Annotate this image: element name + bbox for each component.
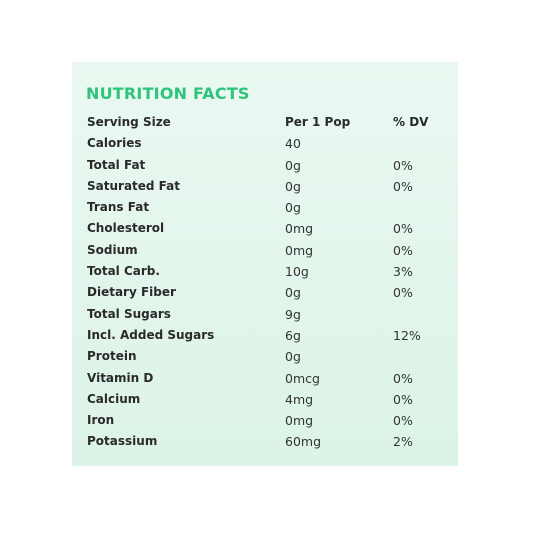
nutrient-daily-value: 12% xyxy=(393,327,421,343)
nutrition-row-cholesterol: Cholesterol 0mg 0% xyxy=(87,218,447,239)
nutrition-row-calories: Calories 40 xyxy=(87,133,447,154)
nutrient-amount: 4mg xyxy=(285,391,314,407)
nutrition-facts-title: NUTRITION FACTS xyxy=(86,84,250,103)
nutrient-label: Iron xyxy=(87,413,115,428)
nutrition-row-saturated-fat: Saturated Fat 0g 0% xyxy=(87,176,447,197)
nutrient-daily-value: 0% xyxy=(393,178,413,194)
nutrient-amount: 9g xyxy=(285,306,301,322)
nutrient-daily-value: 0% xyxy=(393,157,413,173)
nutrition-row-total-carb: Total Carb. 10g 3% xyxy=(87,261,447,282)
nutrient-label: Potassium xyxy=(87,434,158,449)
nutrient-label: Saturated Fat xyxy=(87,178,181,193)
nutrient-daily-value: 3% xyxy=(393,264,413,280)
nutrient-amount: 0mg xyxy=(285,242,314,258)
nutrition-row-sodium: Sodium 0mg 0% xyxy=(87,240,447,261)
nutrient-daily-value: 0% xyxy=(393,242,413,258)
nutrient-amount: 0mcg xyxy=(285,370,320,386)
nutrient-amount: 40 xyxy=(285,136,301,152)
nutrient-label: Sodium xyxy=(87,242,138,257)
nutrition-row-added-sugars: Incl. Added Sugars 6g 12% xyxy=(87,325,447,346)
nutrient-amount: 0g xyxy=(285,349,301,365)
nutrition-row-total-sugars: Total Sugars 9g xyxy=(87,304,447,325)
nutrition-row-calcium: Calcium 4mg 0% xyxy=(87,389,447,410)
nutrient-amount: 0g xyxy=(285,285,301,301)
nutrient-label: Total Sugars xyxy=(87,306,171,321)
nutrient-label: Dietary Fiber xyxy=(87,285,176,300)
nutrient-daily-value: 0% xyxy=(393,285,413,301)
nutrition-row-dietary-fiber: Dietary Fiber 0g 0% xyxy=(87,282,447,303)
nutrition-row-protein: Protein 0g xyxy=(87,346,447,367)
nutrient-daily-value: 0% xyxy=(393,370,413,386)
header-per-pop: Per 1 Pop xyxy=(285,115,351,129)
nutrient-amount: 60mg xyxy=(285,434,322,450)
nutrition-row-potassium: Potassium 60mg 2% xyxy=(87,431,447,452)
header-serving-size: Serving Size xyxy=(87,115,171,129)
nutrient-label: Cholesterol xyxy=(87,221,165,236)
nutrient-label: Trans Fat xyxy=(87,200,150,215)
nutrient-label: Protein xyxy=(87,349,137,364)
header-daily-value: % DV xyxy=(393,115,429,129)
nutrient-amount: 6g xyxy=(285,327,301,343)
nutrition-table: Serving Size Per 1 Pop % DV Calories 40 … xyxy=(87,112,447,453)
nutrient-label: Incl. Added Sugars xyxy=(87,327,215,342)
nutrient-daily-value: 0% xyxy=(393,221,413,237)
nutrient-daily-value: 2% xyxy=(393,434,413,450)
nutrient-label: Total Carb. xyxy=(87,264,160,279)
nutrition-row-vitamin-d: Vitamin D 0mcg 0% xyxy=(87,368,447,389)
nutrient-label: Total Fat xyxy=(87,157,146,172)
nutrient-daily-value: 0% xyxy=(393,391,413,407)
nutrition-table-header: Serving Size Per 1 Pop % DV xyxy=(87,112,447,133)
nutrient-amount: 0mg xyxy=(285,413,314,429)
nutrient-amount: 0g xyxy=(285,200,301,216)
nutrition-facts-panel: NUTRITION FACTS Serving Size Per 1 Pop %… xyxy=(72,62,458,466)
nutrient-label: Calcium xyxy=(87,391,141,406)
nutrient-label: Vitamin D xyxy=(87,370,154,385)
nutrient-amount: 0g xyxy=(285,178,301,194)
nutrition-row-iron: Iron 0mg 0% xyxy=(87,410,447,431)
nutrient-label: Calories xyxy=(87,136,142,151)
nutrient-daily-value: 0% xyxy=(393,413,413,429)
nutrient-amount: 10g xyxy=(285,264,309,280)
nutrient-amount: 0mg xyxy=(285,221,314,237)
nutrition-row-trans-fat: Trans Fat 0g xyxy=(87,197,447,218)
nutrient-amount: 0g xyxy=(285,157,301,173)
nutrition-row-total-fat: Total Fat 0g 0% xyxy=(87,155,447,176)
